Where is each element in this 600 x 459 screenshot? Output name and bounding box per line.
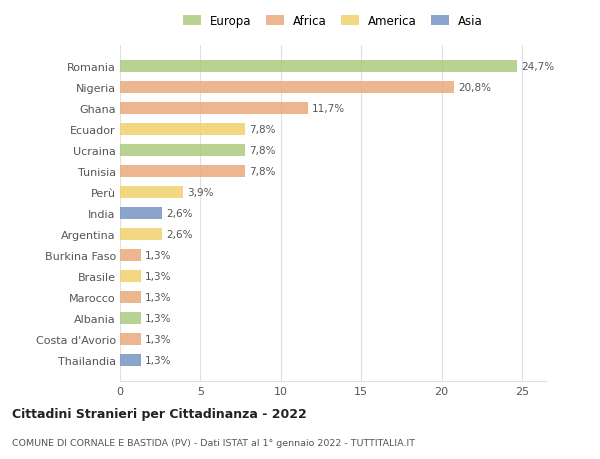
Text: 3,9%: 3,9% xyxy=(187,188,213,197)
Text: 1,3%: 1,3% xyxy=(145,250,172,260)
Text: 1,3%: 1,3% xyxy=(145,271,172,281)
Bar xyxy=(120,103,308,114)
Bar xyxy=(120,250,141,261)
Text: 2,6%: 2,6% xyxy=(166,208,193,218)
Text: 11,7%: 11,7% xyxy=(312,104,345,114)
Bar xyxy=(120,291,141,303)
Text: COMUNE DI CORNALE E BASTIDA (PV) - Dati ISTAT al 1° gennaio 2022 - TUTTITALIA.IT: COMUNE DI CORNALE E BASTIDA (PV) - Dati … xyxy=(12,438,415,448)
Bar xyxy=(120,270,141,282)
Bar xyxy=(120,166,245,177)
Bar xyxy=(120,145,245,157)
Text: 7,8%: 7,8% xyxy=(250,167,276,177)
Text: 7,8%: 7,8% xyxy=(250,146,276,156)
Bar xyxy=(120,82,454,94)
Bar xyxy=(120,313,141,324)
Legend: Europa, Africa, America, Asia: Europa, Africa, America, Asia xyxy=(183,15,483,28)
Bar xyxy=(120,229,162,240)
Text: 1,3%: 1,3% xyxy=(145,313,172,323)
Bar xyxy=(120,333,141,345)
Text: Cittadini Stranieri per Cittadinanza - 2022: Cittadini Stranieri per Cittadinanza - 2… xyxy=(12,407,307,420)
Bar xyxy=(120,354,141,366)
Bar xyxy=(120,187,182,198)
Bar xyxy=(120,207,162,219)
Text: 1,3%: 1,3% xyxy=(145,292,172,302)
Text: 2,6%: 2,6% xyxy=(166,230,193,239)
Text: 7,8%: 7,8% xyxy=(250,125,276,134)
Text: 20,8%: 20,8% xyxy=(458,83,491,93)
Text: 24,7%: 24,7% xyxy=(521,62,554,72)
Bar xyxy=(120,124,245,135)
Text: 1,3%: 1,3% xyxy=(145,355,172,365)
Text: 1,3%: 1,3% xyxy=(145,334,172,344)
Bar xyxy=(120,61,517,73)
